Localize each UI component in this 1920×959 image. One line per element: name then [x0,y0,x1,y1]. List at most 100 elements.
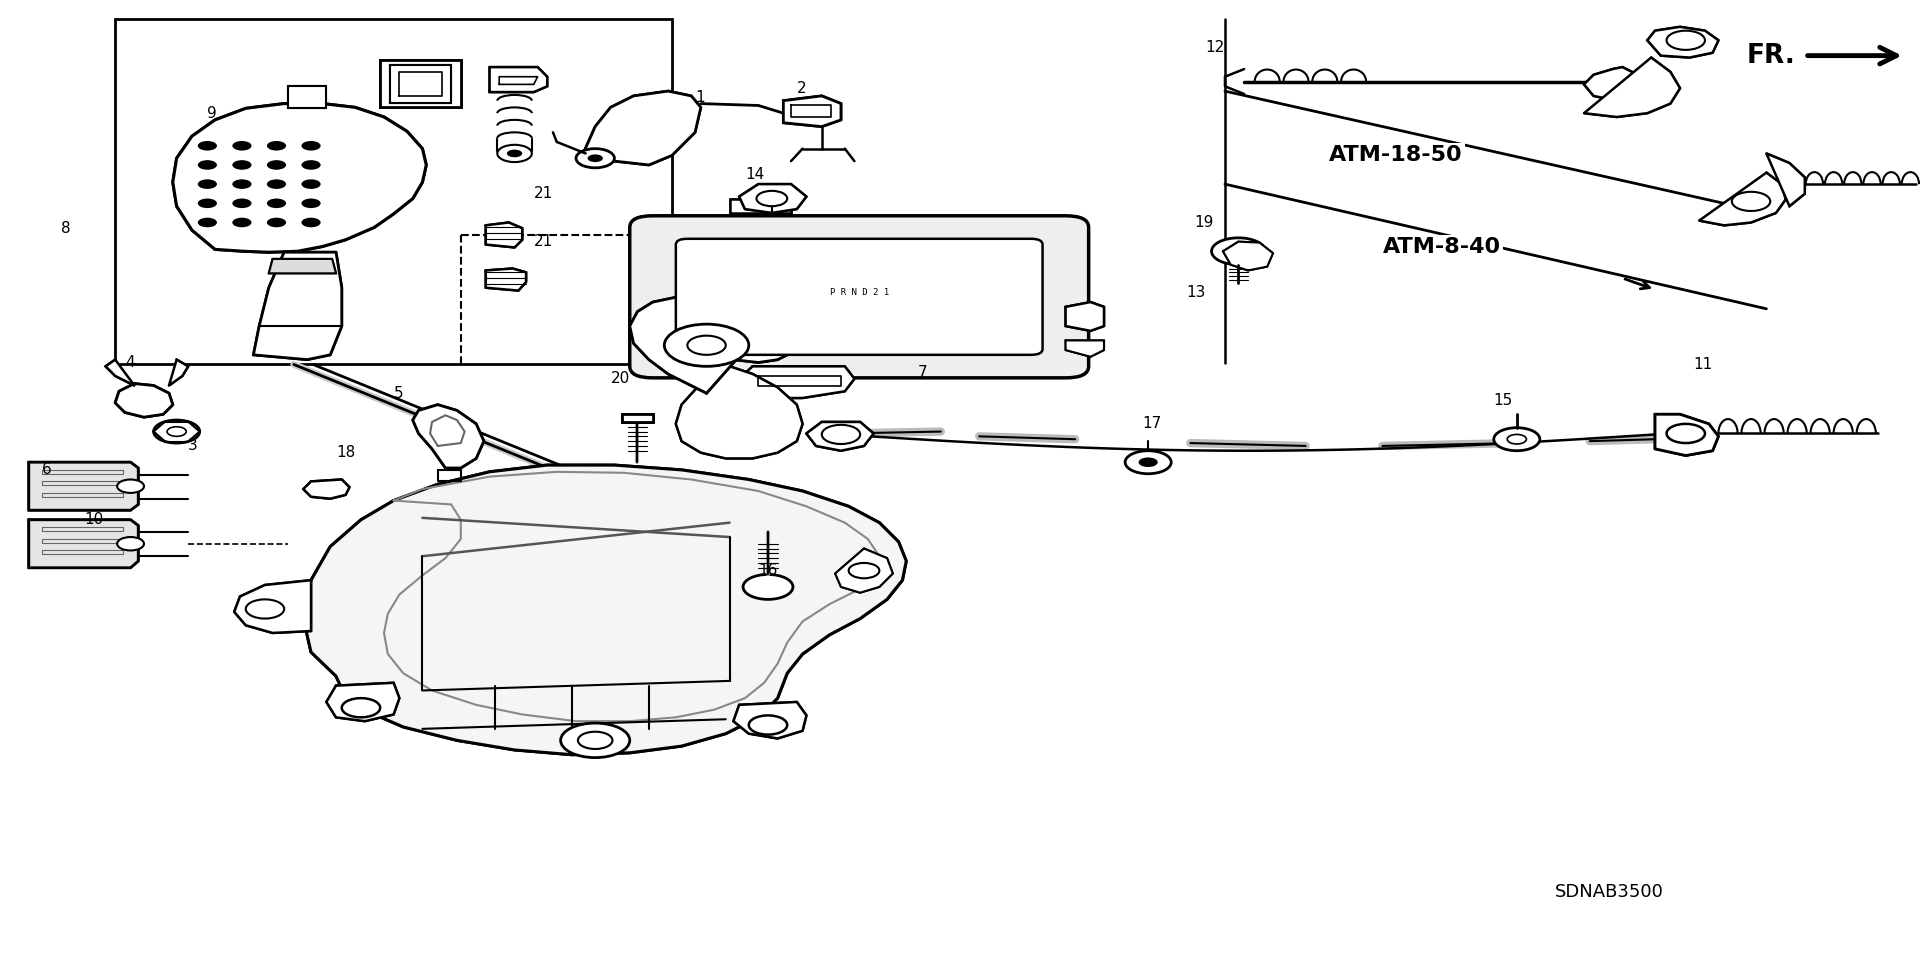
Text: 18: 18 [336,445,355,460]
Circle shape [267,160,286,170]
Text: 6: 6 [42,462,52,478]
Polygon shape [326,683,399,721]
Polygon shape [115,384,173,417]
Text: 2: 2 [797,81,806,96]
Circle shape [301,141,321,151]
Text: 7: 7 [918,364,927,380]
Polygon shape [1647,27,1718,58]
Circle shape [301,199,321,208]
Circle shape [167,427,186,436]
Polygon shape [1655,414,1718,456]
Circle shape [232,160,252,170]
Polygon shape [29,462,138,510]
Circle shape [232,179,252,189]
Circle shape [1667,31,1705,50]
Circle shape [1667,424,1705,443]
Text: 21: 21 [534,186,553,201]
Circle shape [267,179,286,189]
Text: 15: 15 [1494,393,1513,409]
Text: 4: 4 [125,355,134,370]
Text: 14: 14 [745,167,764,182]
Polygon shape [486,222,522,247]
Circle shape [561,723,630,758]
Polygon shape [739,184,806,213]
Polygon shape [490,67,547,92]
Circle shape [1212,238,1265,265]
Circle shape [232,218,252,227]
Polygon shape [1699,173,1786,225]
Polygon shape [630,297,797,393]
Text: 16: 16 [758,563,778,578]
Polygon shape [29,520,138,568]
Text: 20: 20 [611,371,630,386]
Polygon shape [106,360,134,386]
Text: 3: 3 [188,438,198,454]
Circle shape [246,599,284,619]
Text: 19: 19 [1194,215,1213,230]
Circle shape [578,732,612,749]
Text: 21: 21 [534,234,553,249]
Polygon shape [835,549,893,593]
Circle shape [822,425,860,444]
Polygon shape [486,269,526,291]
Polygon shape [1584,67,1651,101]
Polygon shape [288,86,326,108]
Polygon shape [173,104,426,252]
Polygon shape [390,65,451,103]
Text: ATM-18-50: ATM-18-50 [1329,146,1463,165]
Circle shape [1507,434,1526,444]
Circle shape [849,563,879,578]
Polygon shape [1584,58,1680,117]
Circle shape [267,218,286,227]
Circle shape [301,160,321,170]
Text: FR.: FR. [1747,42,1795,69]
Circle shape [1732,192,1770,211]
Circle shape [664,324,749,366]
Circle shape [117,480,144,493]
Circle shape [301,179,321,189]
Text: SDNAB3500: SDNAB3500 [1555,883,1665,901]
Text: 12: 12 [1206,40,1225,56]
Circle shape [198,179,217,189]
Polygon shape [269,259,336,273]
Polygon shape [169,360,188,386]
Polygon shape [303,465,906,755]
Circle shape [507,150,522,157]
Circle shape [576,149,614,168]
Text: 5: 5 [394,386,403,401]
Polygon shape [380,60,461,107]
Text: P R N D 2 1: P R N D 2 1 [829,288,889,296]
Circle shape [198,141,217,151]
Polygon shape [739,366,854,398]
Text: 9: 9 [207,105,217,121]
Polygon shape [622,414,653,422]
Circle shape [267,199,286,208]
Text: 11: 11 [1693,357,1713,372]
Circle shape [117,537,144,550]
Circle shape [198,160,217,170]
Circle shape [301,218,321,227]
Text: 17: 17 [1142,416,1162,432]
Polygon shape [1066,340,1104,357]
Circle shape [232,199,252,208]
Circle shape [1139,457,1158,467]
Text: 10: 10 [84,512,104,527]
Circle shape [198,199,217,208]
Polygon shape [806,422,874,451]
Polygon shape [413,405,484,468]
Text: 13: 13 [1187,285,1206,300]
Circle shape [1125,451,1171,474]
Polygon shape [580,91,701,165]
Polygon shape [1066,302,1104,331]
Circle shape [154,420,200,443]
Circle shape [756,191,787,206]
Circle shape [232,141,252,151]
Text: 8: 8 [61,221,71,236]
Polygon shape [234,580,311,633]
Circle shape [267,141,286,151]
Circle shape [198,218,217,227]
Text: 1: 1 [695,90,705,105]
Polygon shape [676,366,803,458]
Polygon shape [303,480,349,499]
Circle shape [749,715,787,735]
